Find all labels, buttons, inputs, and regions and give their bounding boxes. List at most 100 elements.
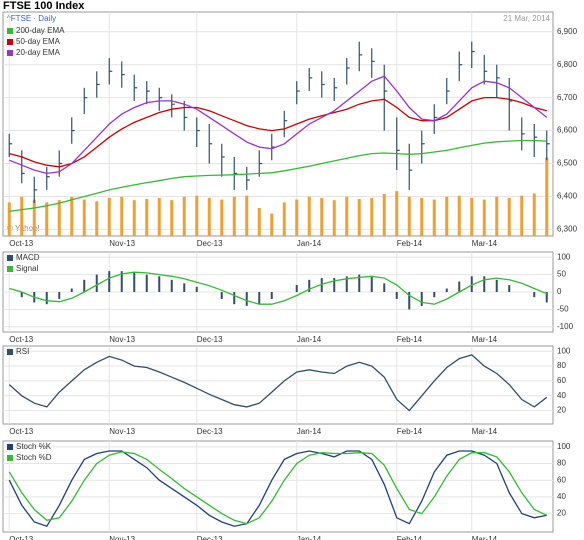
volume-bar [420,197,424,236]
macd-bar [470,276,473,292]
x-tick-label: Mar-14 [472,335,498,344]
volume-bar [270,213,274,236]
legend-swatch [7,39,13,45]
macd-bar [120,271,123,292]
legend-swatch [7,444,13,450]
macd-bar [545,292,548,303]
series-line [8,354,548,412]
volume-bar [320,197,324,236]
macd-bar [145,274,148,292]
series-line [8,451,548,525]
macd-bar [45,292,48,305]
y-tick-label: 40 [557,391,566,400]
y-tick-label: 6,300 [557,225,578,234]
macd-bar [408,292,411,310]
y-tick-label: -50 [557,305,569,314]
macd-bar [395,292,398,299]
x-tick-label: Nov-13 [109,535,135,540]
volume-bar [307,196,311,236]
y-tick-label: 100 [557,252,571,261]
date-label: 21 Mar, 2014 [503,14,550,23]
legend-swatch [7,255,13,261]
series-line [9,96,547,168]
macd-bar [495,279,498,292]
x-tick-label: Oct-13 [9,427,34,436]
x-tick-label: Nov-13 [109,335,135,344]
y-tick-label: 6,700 [557,93,578,102]
x-tick-label: Oct-13 [9,239,34,248]
volume-bar [545,157,549,236]
y-tick-label: 6,600 [557,126,578,135]
volume-bar [532,193,536,236]
y-tick-label: 50 [557,270,566,279]
y-tick-label: 80 [557,361,566,370]
macd-bar [370,276,373,292]
volume-bar [395,191,399,236]
x-tick-label: Jan-14 [297,239,322,248]
volume-bar [457,195,461,236]
volume-bar [345,196,349,236]
legend-label: MACD [16,253,40,262]
macd-bar [533,292,536,298]
macd-bar [245,292,248,306]
x-tick-label: Mar-14 [472,239,498,248]
y-tick-label: 100 [557,346,571,355]
x-tick-label: Dec-13 [197,239,223,248]
volume-bar [195,195,199,236]
y-tick-label: 80 [557,459,566,468]
y-tick-label: 6,400 [557,192,578,201]
legend-swatch [7,455,13,461]
volume-bar [382,194,386,236]
macd-bar [233,292,236,305]
x-tick-label: Dec-13 [197,335,223,344]
panel-frame [2,345,554,425]
legend-swatch [7,50,13,56]
macd-bar [195,286,198,292]
macd-bar [383,283,386,292]
macd-bar [170,279,173,292]
y-tick-label: 60 [557,376,566,385]
macd-bar [445,288,448,292]
macd-bar [70,288,73,292]
volume-bar [432,199,436,236]
legend-swatch [7,349,13,355]
x-tick-label: Jan-14 [297,427,322,436]
macd-bar [83,279,86,292]
volume-bar [145,199,149,236]
panel-frame [2,11,554,237]
y-tick-label: -100 [557,322,574,331]
volume-bar [82,199,86,236]
volume-bar [220,199,224,236]
volume-bar [182,196,186,236]
macd-bar [258,292,261,305]
x-tick-label: Jan-14 [297,335,322,344]
volume-bar [470,197,474,236]
x-tick-label: Feb-14 [397,335,423,344]
chart-subtitle: ^FTSE · Daily [7,14,56,23]
chart-title: FTSE 100 Index [3,0,85,12]
legend-label: 20-day EMA [16,48,61,57]
y-tick-label: 6,900 [557,27,578,36]
volume-bar [70,196,74,236]
macd-bar [158,276,161,292]
y-tick-label: 60 [557,475,566,484]
macd-bar [420,292,423,306]
volume-bar [120,196,124,236]
credit: © Yahoo! [7,224,40,233]
volume-bar [295,199,299,236]
macd-bar [308,279,311,292]
volume-bar [332,200,336,236]
legend-label: 200-day EMA [16,26,65,35]
macd-bar [483,276,486,292]
series-line [9,75,548,175]
macd-bar [333,278,336,292]
x-tick-label: Dec-13 [197,535,223,540]
x-tick-label: Oct-13 [9,535,34,540]
y-tick-label: 6,800 [557,60,578,69]
x-tick-label: Nov-13 [109,427,135,436]
series-line [9,139,547,212]
panel-frame [2,440,554,533]
macd-bar [295,285,298,292]
volume-bar [45,202,49,236]
